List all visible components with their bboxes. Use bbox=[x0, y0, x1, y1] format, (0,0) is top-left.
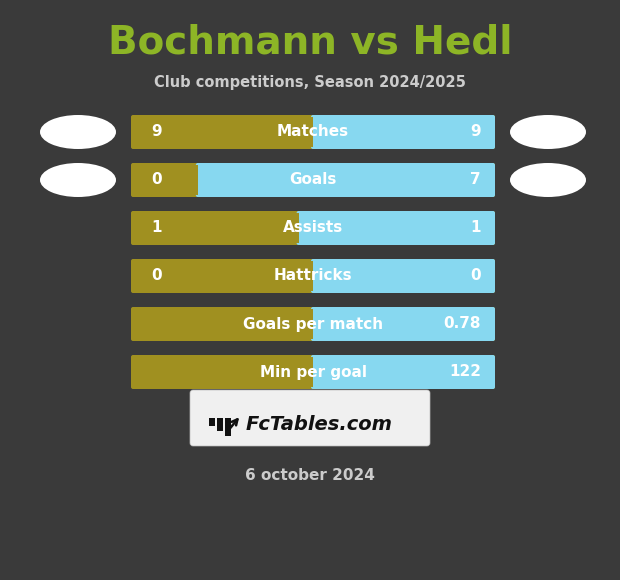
Text: 6 october 2024: 6 october 2024 bbox=[245, 467, 375, 483]
Ellipse shape bbox=[510, 163, 586, 197]
Text: Matches: Matches bbox=[277, 125, 349, 140]
FancyBboxPatch shape bbox=[131, 163, 495, 197]
Text: 1: 1 bbox=[471, 220, 481, 235]
Text: Hattricks: Hattricks bbox=[273, 269, 352, 284]
Text: 0: 0 bbox=[471, 269, 481, 284]
FancyBboxPatch shape bbox=[131, 211, 495, 245]
FancyBboxPatch shape bbox=[303, 357, 313, 387]
Text: Goals: Goals bbox=[290, 172, 337, 187]
Text: 9: 9 bbox=[151, 125, 162, 140]
FancyBboxPatch shape bbox=[131, 307, 495, 341]
Text: Assists: Assists bbox=[283, 220, 343, 235]
Text: FcTables.com: FcTables.com bbox=[246, 415, 393, 434]
Text: 0: 0 bbox=[151, 172, 162, 187]
Text: 0.78: 0.78 bbox=[443, 317, 481, 332]
FancyBboxPatch shape bbox=[311, 307, 495, 341]
Text: 1: 1 bbox=[151, 220, 161, 235]
FancyBboxPatch shape bbox=[131, 355, 495, 389]
FancyBboxPatch shape bbox=[311, 259, 495, 293]
Text: Min per goal: Min per goal bbox=[260, 364, 366, 379]
FancyBboxPatch shape bbox=[311, 355, 495, 389]
FancyBboxPatch shape bbox=[303, 309, 313, 339]
FancyBboxPatch shape bbox=[190, 390, 430, 446]
FancyBboxPatch shape bbox=[303, 117, 313, 147]
Ellipse shape bbox=[40, 163, 116, 197]
FancyBboxPatch shape bbox=[131, 115, 495, 149]
Ellipse shape bbox=[40, 115, 116, 149]
FancyBboxPatch shape bbox=[131, 259, 495, 293]
Text: 7: 7 bbox=[471, 172, 481, 187]
FancyBboxPatch shape bbox=[311, 115, 495, 149]
Text: 122: 122 bbox=[449, 364, 481, 379]
FancyBboxPatch shape bbox=[188, 165, 198, 195]
Text: 0: 0 bbox=[151, 269, 162, 284]
FancyBboxPatch shape bbox=[303, 261, 313, 291]
FancyBboxPatch shape bbox=[196, 163, 495, 197]
FancyBboxPatch shape bbox=[288, 213, 299, 243]
FancyBboxPatch shape bbox=[209, 418, 215, 426]
Text: Club competitions, Season 2024/2025: Club competitions, Season 2024/2025 bbox=[154, 74, 466, 89]
Ellipse shape bbox=[510, 115, 586, 149]
Text: Bochmann vs Hedl: Bochmann vs Hedl bbox=[108, 23, 512, 61]
FancyBboxPatch shape bbox=[225, 418, 231, 436]
Text: 9: 9 bbox=[471, 125, 481, 140]
FancyBboxPatch shape bbox=[217, 418, 223, 431]
Text: Goals per match: Goals per match bbox=[243, 317, 383, 332]
FancyBboxPatch shape bbox=[296, 211, 495, 245]
